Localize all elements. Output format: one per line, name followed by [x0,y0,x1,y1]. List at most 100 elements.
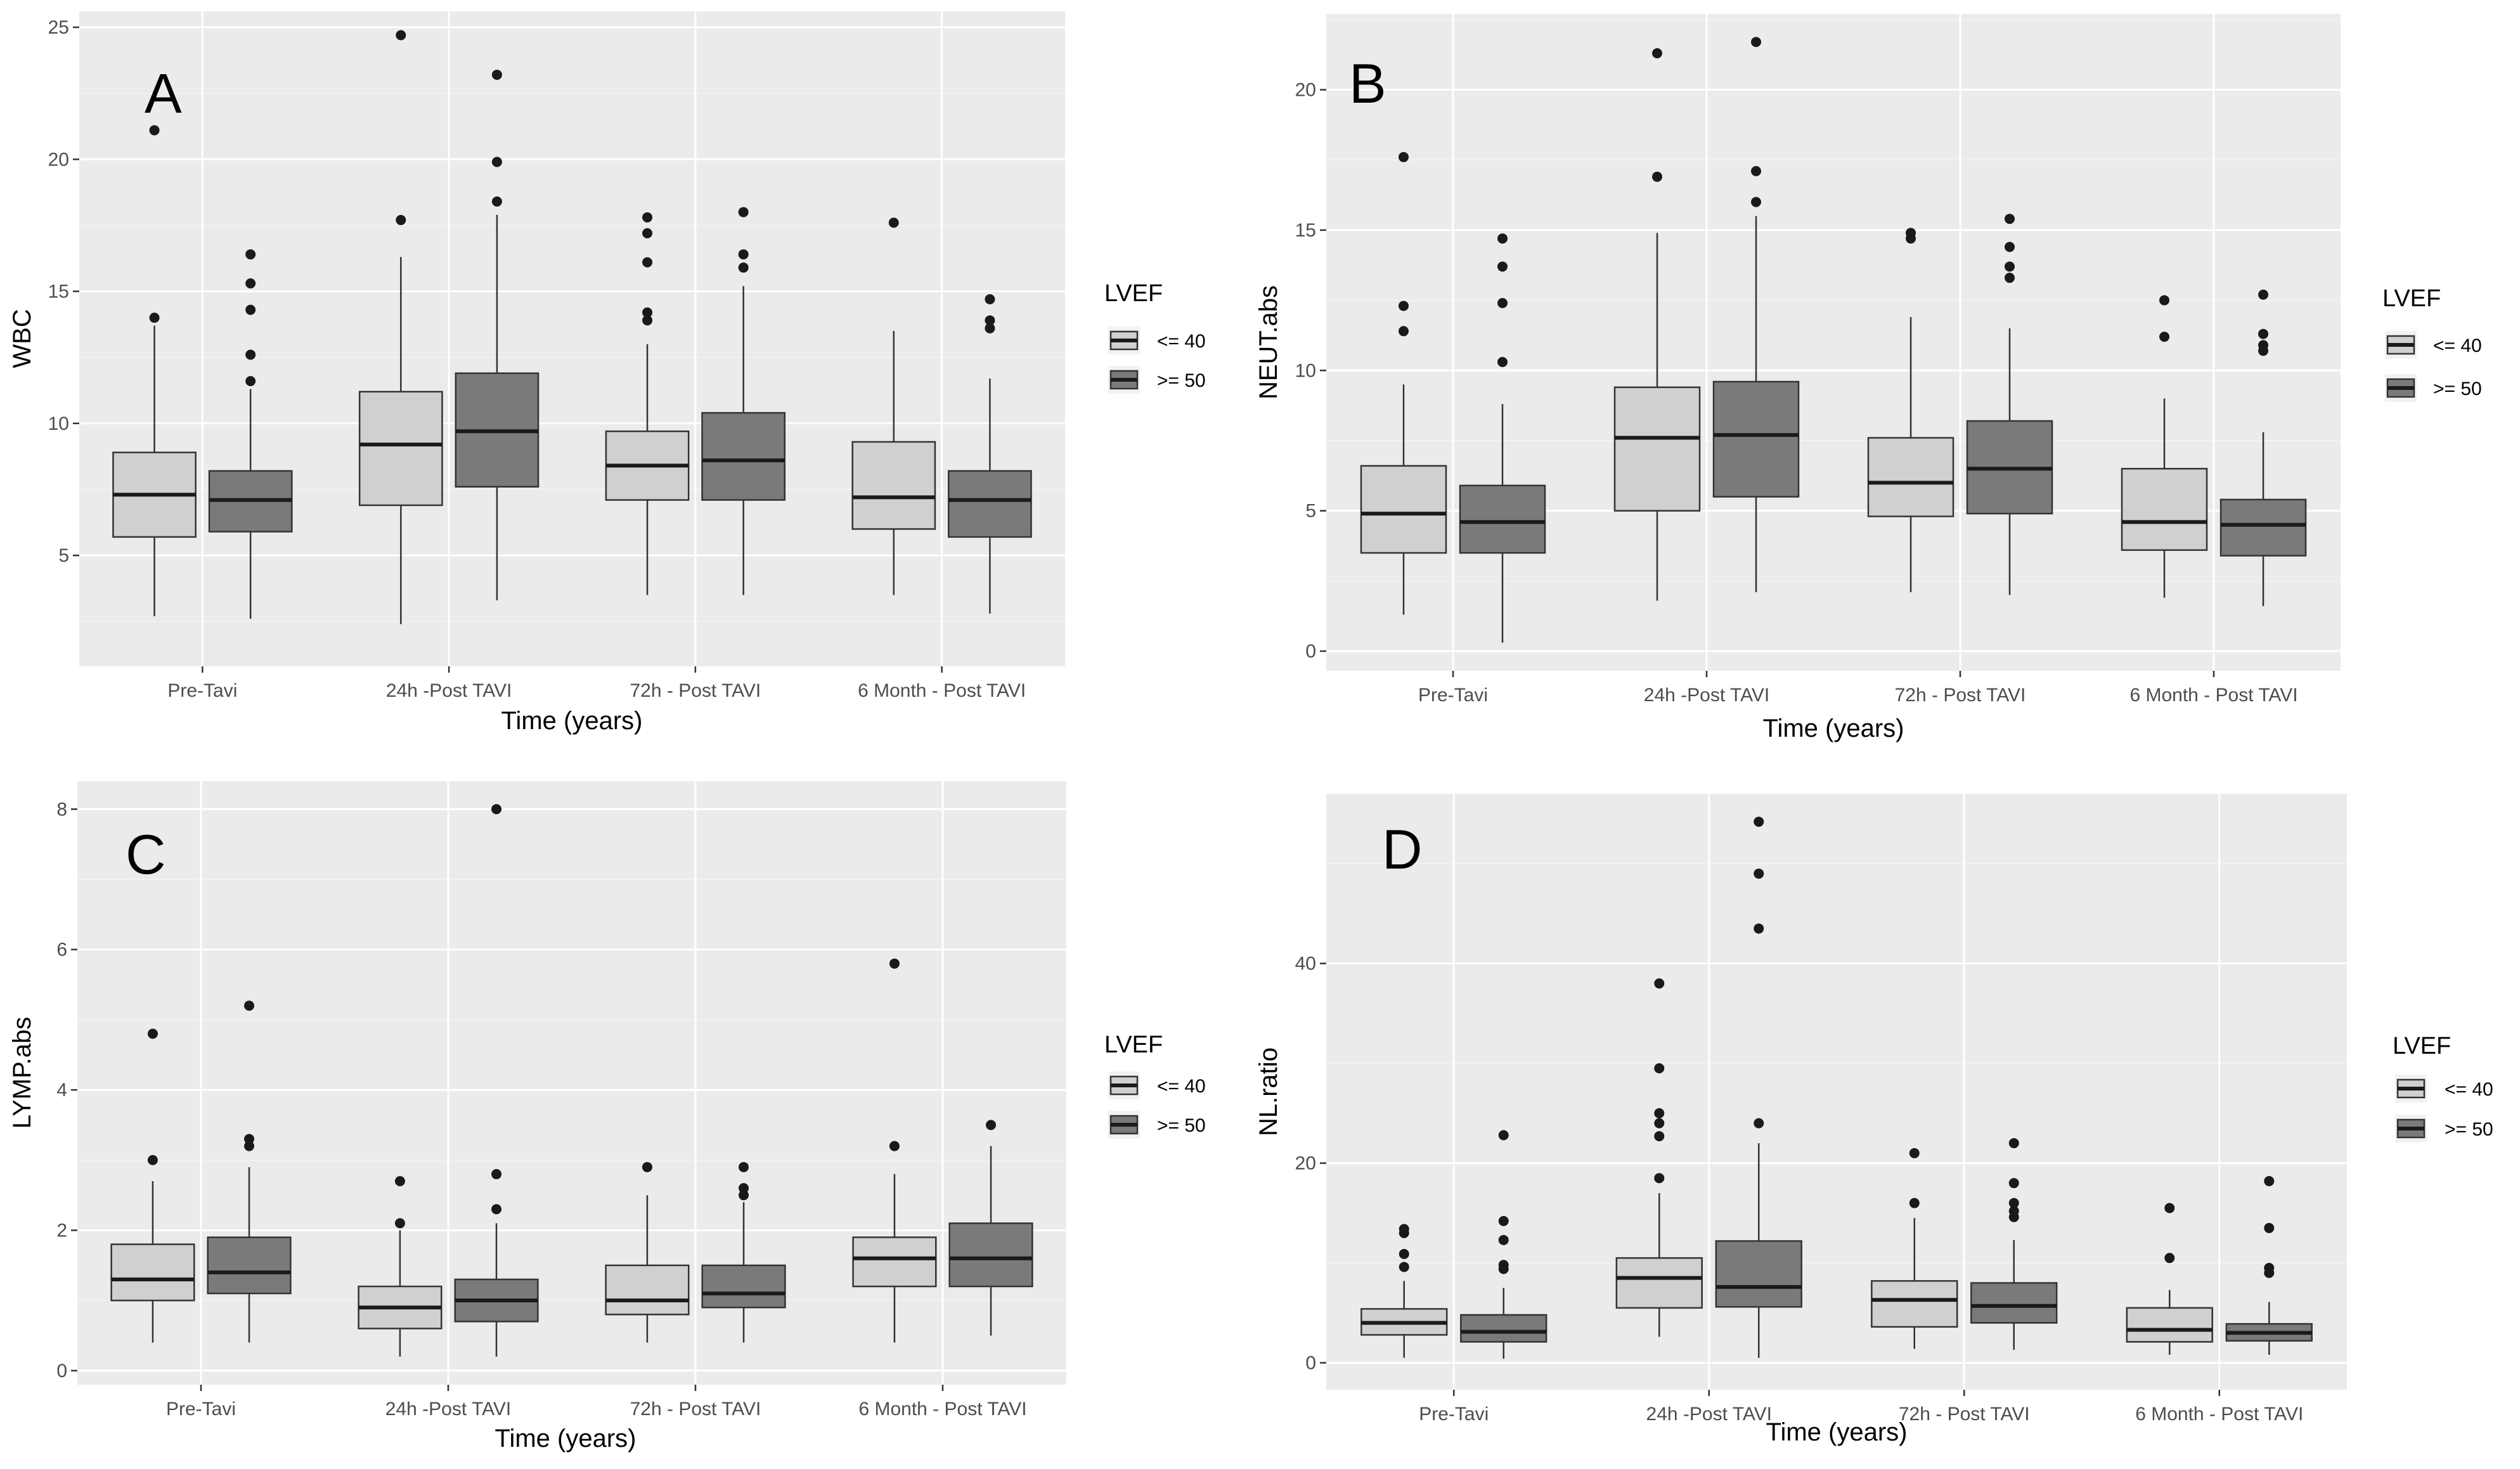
boxplots-d [1360,817,2313,1359]
box-le40-b-1-outlier [1399,326,1409,337]
box-ge50-a-1-outlier [245,304,256,315]
box-le40-a-4-outlier [888,217,899,228]
x-tick-label-c: Pre-Tavi [166,1399,236,1420]
legend-label-le40-b: <= 40 [2433,335,2482,356]
box-le40-b-2-outlier [1652,171,1662,182]
box-ge50-d-2 [1715,1240,1802,1308]
x-tick-label-d: Pre-Tavi [1419,1404,1489,1425]
box-ge50-a-4 [948,470,1032,538]
legend-label-le40-a: <= 40 [1157,331,1206,352]
box-ge50-a-2-outlier [491,196,502,207]
box-ge50-a-4-outlier [985,315,995,326]
x-tick-label-a: Pre-Tavi [167,680,237,701]
box-ge50-d-1-outlier [1498,1260,1509,1271]
legend-label-le40-d: <= 40 [2445,1079,2493,1100]
plot-background-d [1326,794,2347,1390]
legend-label-ge50-c: >= 50 [1157,1115,1206,1136]
y-tick-label-d: 40 [1295,954,1316,974]
y-tick-label-c: 2 [56,1220,67,1241]
x-axis-title-a: Time (years) [501,707,643,735]
y-tick-label-b: 15 [1295,220,1316,241]
box-le40-d-2-outlier [1654,1118,1665,1129]
box-ge50-a-4-outlier [985,323,995,333]
x-axis-title-d: Time (years) [1766,1418,1908,1446]
box-ge50-b-1-outlier [1497,356,1508,367]
y-axis-title-c: LYMP.abs [8,1017,36,1129]
box-le40-a-3-outlier [642,257,653,268]
legend-label-ge50-b: >= 50 [2433,379,2482,399]
box-ge50-d-2-outlier [1754,1118,1764,1129]
box-le40-d-1-outlier [1399,1248,1409,1259]
box-le40-a-3-outlier [642,315,653,326]
box-ge50-a-2-outlier [491,69,502,80]
y-tick-label-b: 20 [1295,80,1316,101]
box-ge50-d-1-outlier [1498,1234,1509,1245]
box-ge50-b-1-outlier [1497,233,1508,244]
x-tick-label-a: 24h -Post TAVI [386,680,512,701]
box-ge50-d-4-outlier [2264,1262,2275,1273]
x-tick-label-c: 24h -Post TAVI [385,1399,511,1420]
box-le40-d-4 [2126,1307,2213,1343]
panel-c: 0 2 4 6 8 Pre-Tavi 24h -Post TAVI 72h - Post T… [8,781,1206,1453]
box-le40-a-4 [851,441,936,530]
panel-label-d: D [1382,818,1423,881]
box-ge50-a-3 [701,411,786,501]
box-le40-c-3-outlier [642,1162,652,1172]
box-ge50-d-3-outlier [2008,1206,2019,1217]
x-tick-label-a: 6 Month - Post TAVI [858,680,1026,701]
box-ge50-c-1-outlier [244,1000,255,1011]
x-ticks-c: Pre-Tavi 24h -Post TAVI 72h - Post TAVI 6 M… [166,1385,1027,1420]
grid-d [1326,794,2347,1390]
box-ge50-c-4 [948,1222,1033,1288]
y-tick-label-c: 0 [56,1361,67,1382]
panel-a: 5 10 15 20 25 Pre-Tavi 24h -Post TAVI 72h - Po… [8,11,1206,735]
box-ge50-d-4-outlier [2264,1222,2275,1233]
box-le40-a-3-outlier [642,228,653,238]
box-le40-d-2-outlier [1654,1173,1665,1184]
box-ge50-b-4-outlier [2258,340,2268,351]
grid-a [79,11,1065,666]
box-le40-b-1-outlier [1399,301,1409,311]
box-ge50-b-1-outlier [1497,261,1508,272]
box-ge50-a-1-outlier [245,278,256,289]
panel-label-b: B [1349,52,1386,115]
legend-a: LVEF <= 40 >= 50 [1104,280,1206,394]
legend-title-b: LVEF [2382,285,2441,312]
x-tick-label-b: Pre-Tavi [1418,685,1488,706]
legend-title-a: LVEF [1104,280,1163,307]
box-le40-a-3-outlier [642,307,653,318]
y-ticks-a: 5 10 15 20 25 [48,17,79,566]
box-ge50-c-1-outlier [244,1134,255,1144]
box-le40-b-1-outlier [1399,152,1409,162]
box-ge50-d-1 [1460,1314,1548,1343]
box-ge50-b-2-outlier [1751,37,1761,48]
y-ticks-d: 0 20 40 [1295,954,1326,1373]
box-ge50-b-2 [1712,380,1800,498]
box-ge50-d-3-outlier [2008,1178,2019,1189]
box-ge50-d-2-outlier [1754,923,1764,934]
box-le40-d-1-outlier [1399,1224,1409,1234]
box-le40-c-2-outlier [394,1175,405,1186]
legend-label-ge50-a: >= 50 [1157,370,1206,391]
x-ticks-b: Pre-Tavi 24h -Post TAVI 72h - Post TAVI 6 M… [1418,671,2298,706]
y-tick-label-c: 4 [56,1080,67,1101]
box-ge50-b-3-outlier [2005,214,2015,224]
box-ge50-a-3-outlier [738,249,749,260]
x-ticks-a: Pre-Tavi 24h -Post TAVI 72h - Post TAVI 6 M… [167,666,1026,701]
y-ticks-c: 0 2 4 6 8 [56,799,77,1382]
x-tick-label-b: 72h - Post TAVI [1895,685,2026,706]
box-ge50-c-1 [207,1236,292,1295]
box-le40-b-4-outlier [2159,295,2169,306]
y-tick-label-a: 5 [58,545,69,566]
boxplots-a [112,30,1032,624]
x-ticks-d: Pre-Tavi 24h -Post TAVI 72h - Post TAVI 6 M… [1419,1390,2303,1425]
box-ge50-a-1-outlier [245,376,256,387]
box-le40-a-3-outlier [642,212,653,223]
box-ge50-d-2-outlier [1754,868,1764,879]
box-le40-c-2-outlier [394,1218,405,1229]
panel-label-c: C [126,823,166,886]
box-ge50-a-3-outlier [738,262,749,273]
y-tick-label-b: 5 [1305,501,1316,522]
box-le40-a-1-outlier [149,313,160,323]
legend-b: LVEF <= 40 >= 50 [2382,285,2482,402]
